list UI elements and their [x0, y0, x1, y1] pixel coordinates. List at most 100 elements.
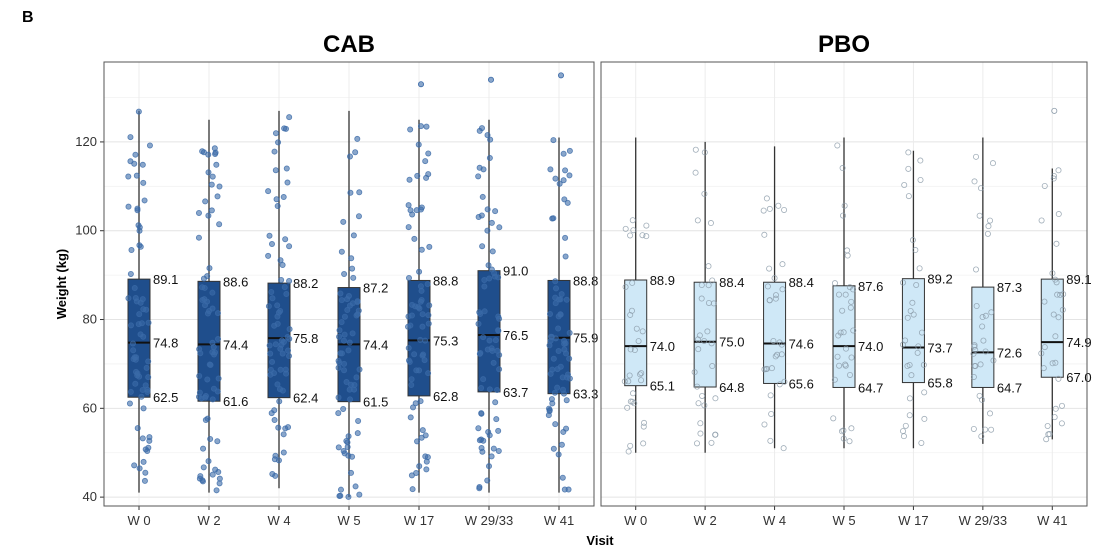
q1-label: 62.8: [433, 389, 458, 404]
data-point: [134, 207, 141, 214]
data-point: [768, 365, 775, 372]
data-point: [340, 218, 347, 225]
data-point: [269, 358, 276, 365]
box-group: 88.4 74.6 65.6: [760, 146, 814, 452]
data-point: [416, 268, 423, 275]
box: [832, 285, 856, 388]
data-point: [216, 183, 223, 190]
data-point: [140, 458, 147, 465]
data-point: [556, 180, 563, 187]
data-point: [980, 337, 987, 344]
data-point: [624, 404, 631, 411]
data-point: [695, 400, 702, 407]
data-point: [286, 326, 293, 333]
data-point: [216, 475, 223, 482]
data-point: [641, 419, 648, 426]
data-point: [848, 425, 855, 432]
data-point: [545, 412, 552, 419]
data-point: [417, 398, 424, 405]
q1-label: 61.5: [363, 395, 388, 410]
data-point: [335, 394, 342, 401]
data-point: [139, 435, 146, 442]
data-point: [127, 388, 134, 395]
data-point: [271, 417, 278, 424]
data-point: [273, 196, 280, 203]
data-point: [850, 327, 857, 334]
data-point: [196, 346, 203, 353]
data-point: [275, 309, 282, 316]
data-point: [495, 427, 502, 434]
data-point: [266, 342, 273, 349]
data-point: [557, 296, 564, 303]
data-point: [487, 136, 494, 143]
data-point: [484, 227, 491, 234]
data-point: [286, 352, 293, 359]
q1-label: 65.8: [927, 376, 952, 391]
data-point: [419, 311, 426, 318]
data-point: [409, 486, 416, 493]
data-point: [125, 173, 132, 180]
data-point: [559, 474, 566, 481]
outlier-point: [1051, 107, 1058, 114]
data-point: [275, 424, 282, 431]
data-point: [985, 223, 992, 230]
q1-label: 62.5: [153, 390, 178, 405]
data-point: [407, 207, 414, 214]
data-point: [839, 307, 846, 314]
data-point: [356, 366, 363, 373]
data-point: [552, 175, 559, 182]
data-point: [906, 412, 913, 419]
data-point: [767, 437, 774, 444]
data-point: [127, 322, 134, 329]
data-point: [418, 246, 425, 253]
median-label: 75.9: [573, 331, 598, 346]
data-point: [496, 351, 503, 358]
data-point: [557, 311, 564, 318]
data-point: [337, 486, 344, 493]
data-point: [406, 176, 413, 183]
data-point: [566, 329, 573, 336]
data-point: [356, 491, 363, 498]
box: [1040, 278, 1064, 378]
x-tick-label: W 4: [267, 513, 290, 528]
data-point: [705, 282, 712, 289]
data-point: [266, 232, 273, 239]
data-point: [204, 310, 211, 317]
data-point: [552, 300, 559, 307]
data-point: [475, 173, 482, 180]
data-point: [485, 262, 492, 269]
data-point: [557, 363, 564, 370]
data-point: [549, 400, 556, 407]
data-point: [1038, 350, 1045, 357]
data-point: [699, 392, 706, 399]
data-point: [1055, 167, 1062, 174]
data-point: [213, 487, 220, 494]
data-point: [145, 319, 152, 326]
data-point: [562, 350, 569, 357]
data-point: [132, 294, 139, 301]
data-point: [341, 313, 348, 320]
data-point: [271, 148, 278, 155]
data-point: [480, 334, 487, 341]
data-point: [767, 392, 774, 399]
data-point: [280, 431, 287, 438]
data-point: [776, 339, 783, 346]
data-point: [697, 420, 704, 427]
data-point: [408, 312, 415, 319]
data-point: [286, 114, 293, 121]
data-point: [1043, 436, 1050, 443]
data-point: [847, 371, 854, 378]
data-point: [133, 172, 140, 179]
data-point: [772, 295, 779, 302]
data-point: [425, 150, 432, 157]
median-label: 75.8: [293, 331, 318, 346]
x-tick-label: W 0: [127, 513, 150, 528]
data-point: [209, 305, 216, 312]
data-point: [550, 445, 557, 452]
data-point: [628, 307, 635, 314]
box-group: 87.3 72.6 64.7: [970, 137, 1022, 444]
data-point: [286, 278, 293, 285]
data-point: [917, 157, 924, 164]
data-point: [283, 370, 290, 377]
median-label: 74.4: [363, 337, 388, 352]
